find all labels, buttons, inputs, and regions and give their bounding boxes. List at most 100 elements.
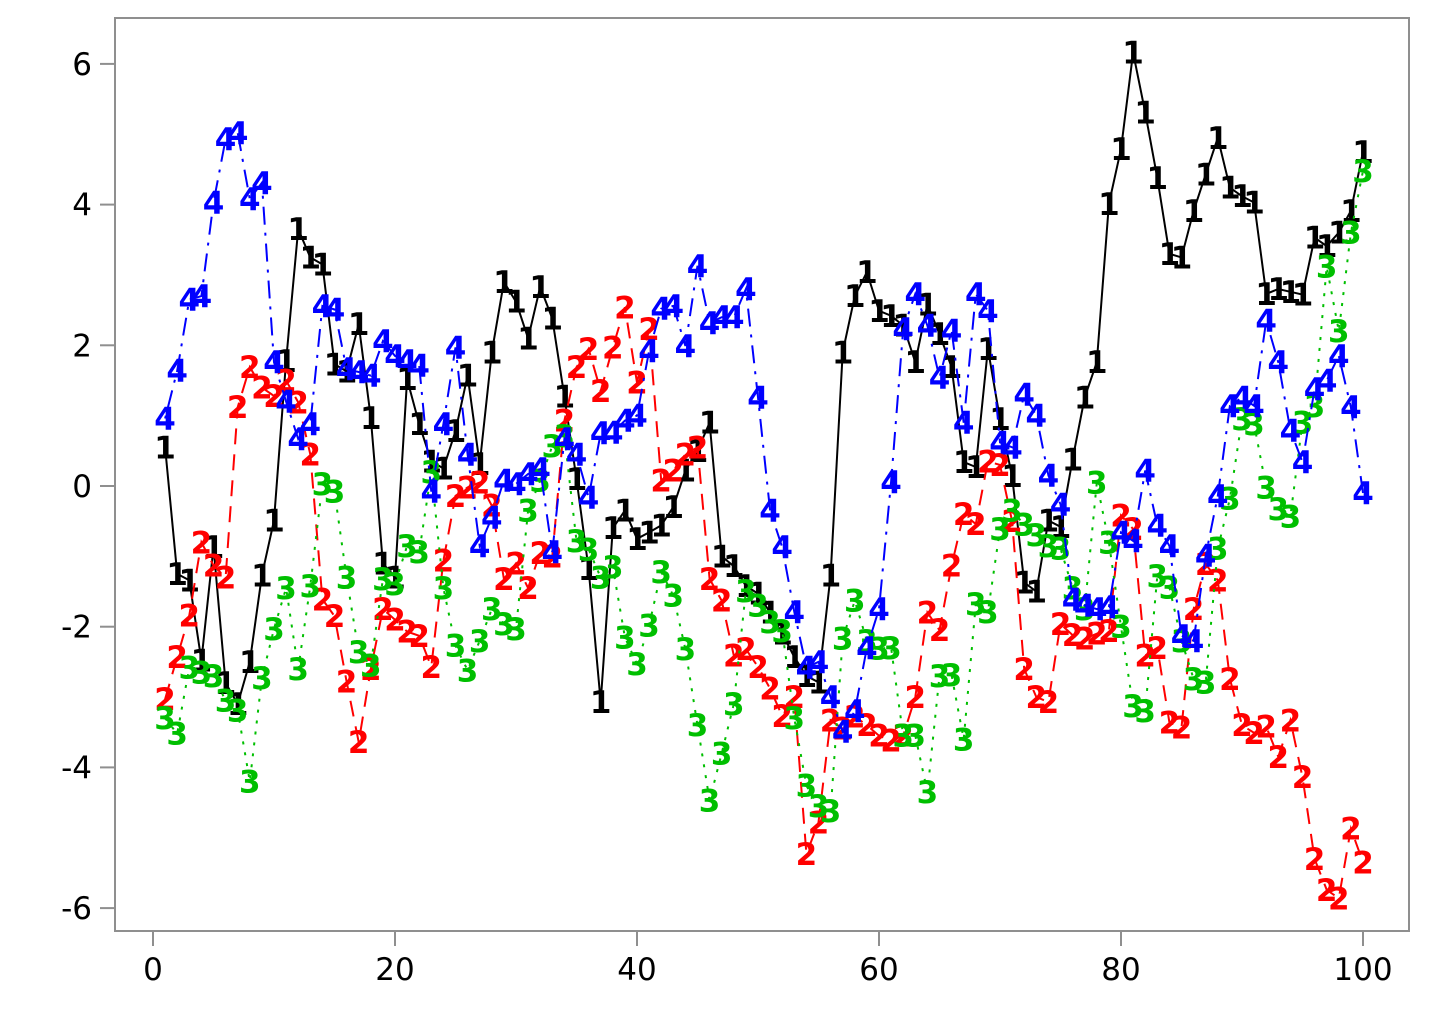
series-4-point: 4 [263,345,285,381]
series-4-point: 4 [1038,458,1060,494]
series-3-point: 3 [529,463,551,499]
series-3-point: 3 [1207,532,1229,568]
series-3-point: 3 [566,524,588,560]
series-1-point: 1 [1159,237,1181,273]
series-2-point: 2 [1122,512,1144,548]
series-2-point: 2 [215,561,237,597]
series-1-point: 1 [1038,504,1060,540]
series-3-point: 3 [481,592,503,628]
series-2-point: 2 [796,837,818,873]
series-4-point: 4 [1110,515,1132,551]
series-4-point: 4 [989,425,1011,461]
series-3-point: 3 [771,614,793,650]
series-4-point: 4 [892,312,914,348]
series-4-point: 4 [1340,390,1362,426]
series-4-point: 4 [433,407,455,443]
series-2-point: 2 [856,708,878,744]
series-3-point: 3 [626,647,648,683]
series-1-point: 1 [989,402,1011,438]
series-2-point: 2 [905,680,927,716]
series-1-point: 1 [1122,36,1144,72]
series-3-point: 3 [372,562,394,598]
series-1-point: 1 [844,279,866,315]
series-4-point: 4 [856,631,878,667]
series-3-point: 3 [1328,314,1350,350]
series-3-point: 3 [1255,470,1277,506]
series-2-point: 2 [626,366,648,402]
series-1-point: 1 [493,265,515,301]
series-1-point: 1 [1352,135,1374,171]
series-1-point: 1 [1171,240,1193,276]
series-2-point: 2 [1292,760,1314,796]
series-2-point: 2 [287,385,309,421]
series-4-point: 4 [820,680,842,716]
series-4-point: 4 [687,249,709,285]
x-tick-label: 20 [375,952,414,988]
series-2-point: 2 [590,374,612,410]
series-4-point: 4 [287,422,309,458]
series-2-point: 2 [1352,845,1374,881]
series-3-point: 3 [1183,662,1205,698]
series-4-point: 4 [1171,619,1193,655]
series-2-point: 2 [1050,607,1072,643]
series-1-point: 1 [650,508,672,544]
series-1-point: 1 [614,494,636,530]
series-4-point: 4 [675,329,697,365]
series-4-point: 4 [1183,624,1205,660]
series-4-point: 4 [880,465,902,501]
series-2-point: 2 [868,719,890,755]
series-3-point: 3 [977,595,999,631]
series-3-point: 3 [675,632,697,668]
series-3-point: 3 [312,467,334,503]
series-3-point: 3 [324,475,346,511]
x-tick-label: 60 [859,952,898,988]
series-2-point: 2 [1086,617,1108,653]
series-2-point: 2 [421,650,443,686]
series-4-point: 4 [1122,524,1144,560]
series-3-point: 3 [602,550,624,586]
series-1: 1111111111111111111111111111111111111111… [154,36,1374,723]
series-2-point: 2 [892,719,914,755]
series-3-point: 3 [360,648,382,684]
series-4-point: 4 [784,595,806,631]
series-4-point: 4 [699,306,721,342]
series-2-point: 2 [602,330,624,366]
series-2-point: 2 [1062,618,1084,654]
series-1-point: 1 [457,359,479,395]
series-4-point: 4 [517,457,539,493]
series-2-point: 2 [1207,563,1229,599]
series-4-point: 4 [1292,445,1314,481]
series-1-point: 1 [590,685,612,721]
series-3-point: 3 [408,535,430,571]
series-1-point: 1 [747,577,769,613]
y-tick-label: -4 [61,750,92,786]
series-3-point: 3 [396,529,418,565]
series-1-point: 1 [1134,95,1156,131]
series-2-point: 2 [675,437,697,473]
series-4-point: 4 [1280,413,1302,449]
series-1-point: 1 [1183,194,1205,230]
series-1-point: 1 [287,212,309,248]
series-1-point: 1 [735,569,757,605]
series-4-point: 4 [215,122,237,158]
series-3: 3333333333333333333333333333333333333333… [154,154,1373,830]
series-3-point: 3 [433,571,455,607]
series-3-point: 3 [1038,529,1060,565]
series-4-point: 4 [965,277,987,313]
series-3-point: 3 [1062,571,1084,607]
series-1-point: 1 [856,255,878,291]
series-3-point: 3 [457,653,479,689]
series-2-point: 2 [1243,716,1265,752]
series-3-point: 3 [747,589,769,625]
series-4-point: 4 [1086,592,1108,628]
series-3-point: 3 [251,661,273,697]
series-1-point: 1 [1110,132,1132,168]
series-3-point: 3 [590,561,612,597]
series-4-point: 4 [650,292,672,328]
series-2-point: 2 [578,332,600,368]
series-3-point: 3 [808,789,830,825]
series-1-point: 1 [312,247,334,283]
series-3-point: 3 [578,532,600,568]
series-2-point: 2 [384,603,406,639]
